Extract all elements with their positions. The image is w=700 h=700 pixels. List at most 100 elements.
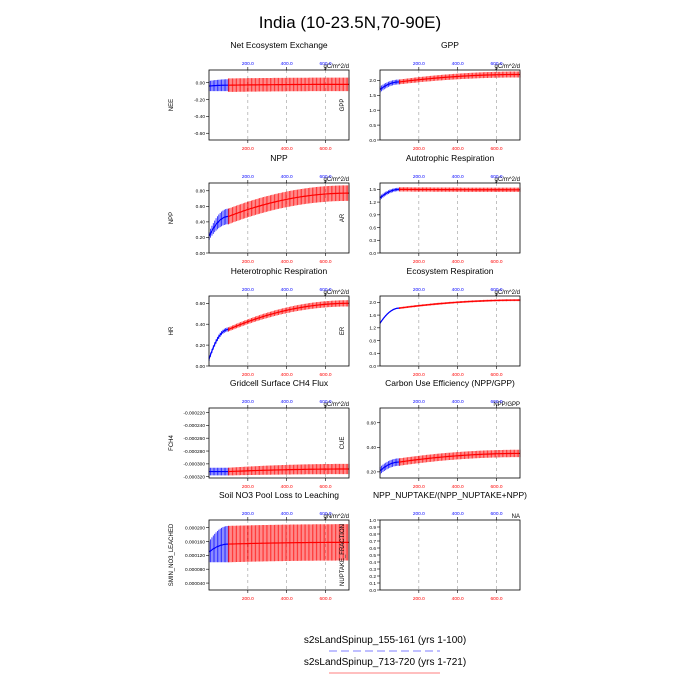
panel-3: NPP gC/m^2/d NPP 0.80 0.60 0.40 0.20 0.00 200.0 2… bbox=[169, 153, 350, 265]
x-tick-label-bottom: 400.0 bbox=[281, 259, 293, 265]
panel-units: NA bbox=[512, 514, 520, 520]
y-tick-label: 0.5 bbox=[369, 553, 376, 559]
panel-8: Carbon Use Efficiency (NPP/GPP) NPP/GPP CU… bbox=[340, 378, 521, 490]
panel-7: Gridcell Surface CH4 Flux gC/m^2/d FCH4 -0.… bbox=[169, 378, 350, 490]
y-tick-label: 0.000120 bbox=[185, 553, 205, 559]
panel-title: Carbon Use Efficiency (NPP/GPP) bbox=[385, 378, 515, 388]
x-tick-label-bottom: 600.0 bbox=[490, 259, 502, 265]
y-tick-label: 0.000160 bbox=[185, 539, 205, 545]
y-tick-label: 0.0 bbox=[369, 364, 376, 370]
x-tick-label-bottom: 400.0 bbox=[281, 146, 293, 152]
y-tick-label: -0.000260 bbox=[183, 436, 205, 442]
x-tick-label-top: 200.0 bbox=[242, 511, 254, 517]
x-tick-label-bottom: 400.0 bbox=[281, 484, 293, 490]
y-tick-label: 0.9 bbox=[369, 213, 376, 219]
y-tick-label: 0.8 bbox=[369, 338, 376, 344]
y-tick-label: 0.0 bbox=[369, 588, 376, 594]
x-tick-label-bottom: 200.0 bbox=[413, 372, 425, 378]
y-axis-label: GPP bbox=[340, 99, 346, 112]
y-tick-label: 0.60 bbox=[196, 204, 206, 210]
panel-title: Autotrophic Respiration bbox=[406, 153, 495, 163]
panel-title: NPP bbox=[270, 153, 288, 163]
y-tick-label: 0.0 bbox=[369, 251, 376, 257]
y-tick-label: 0.7 bbox=[369, 539, 376, 545]
plot-frame bbox=[208, 69, 350, 141]
series-2-envelope bbox=[227, 185, 350, 225]
y-tick-label: 0.9 bbox=[369, 525, 376, 531]
x-tick-label-top: 400.0 bbox=[281, 511, 293, 517]
legend-label-case2: s2sLandSpinup_713-720 (yrs 1-721) bbox=[304, 657, 466, 668]
y-tick-label: -0.000220 bbox=[183, 410, 205, 416]
x-tick-label-top: 200.0 bbox=[413, 174, 425, 180]
x-tick-label-bottom: 600.0 bbox=[319, 372, 331, 378]
x-tick-label-top: 400.0 bbox=[281, 174, 293, 180]
y-axis-label: NEE bbox=[169, 99, 175, 111]
series-1-line bbox=[379, 461, 400, 472]
series-2-line bbox=[228, 468, 349, 473]
plot-frame bbox=[379, 295, 521, 367]
y-tick-label: 1.2 bbox=[369, 326, 376, 332]
series-2-line bbox=[399, 73, 520, 83]
y-tick-label: 0.5 bbox=[369, 123, 376, 129]
panel-2: GPP gC/m^2/d GPP 2.0 1.5 1.0 0.5 0.0 200.0 200.0 4… bbox=[340, 40, 521, 152]
x-tick-label-bottom: 400.0 bbox=[452, 146, 464, 152]
panel-units: gC/m^2/d bbox=[324, 64, 350, 70]
series-1-line bbox=[209, 84, 229, 87]
x-tick-label-top: 200.0 bbox=[242, 399, 254, 405]
x-tick-label-top: 200.0 bbox=[242, 174, 254, 180]
series-1-line bbox=[208, 543, 229, 553]
x-tick-label-bottom: 200.0 bbox=[413, 259, 425, 265]
x-tick-label-top: 600.0 bbox=[319, 61, 331, 67]
plot-frame bbox=[379, 519, 521, 591]
x-tick-label-top: 400.0 bbox=[281, 61, 293, 67]
x-tick-label-top: 600.0 bbox=[490, 399, 502, 405]
series-1-envelope bbox=[208, 327, 229, 361]
x-tick-label-top: 600.0 bbox=[319, 399, 331, 405]
y-tick-label: 0.000200 bbox=[185, 525, 205, 531]
x-tick-label-top: 200.0 bbox=[242, 61, 254, 67]
series-2-line bbox=[228, 302, 350, 330]
legend: s2sLandSpinup_155-161 (yrs 1-100) s2sLan… bbox=[304, 635, 466, 674]
x-tick-label-bottom: 200.0 bbox=[242, 259, 254, 265]
panel-units: NPP/GPP bbox=[493, 402, 520, 408]
x-tick-label-bottom: 600.0 bbox=[319, 146, 331, 152]
y-tick-label: 1.5 bbox=[369, 93, 376, 99]
y-tick-label: 0.20 bbox=[196, 343, 206, 349]
panel-title: Heterotrophic Respiration bbox=[231, 266, 328, 276]
panel-title: Ecosystem Respiration bbox=[407, 266, 494, 276]
x-tick-label-top: 200.0 bbox=[242, 287, 254, 293]
series-2-line bbox=[228, 83, 349, 86]
y-tick-label: 0.80 bbox=[196, 189, 206, 195]
x-tick-label-bottom: 600.0 bbox=[490, 484, 502, 490]
panel-units: gC/m^2/d bbox=[495, 290, 521, 296]
y-tick-label: -0.40 bbox=[194, 114, 205, 120]
series-2-line bbox=[228, 541, 349, 545]
y-tick-label: -0.000280 bbox=[183, 449, 205, 455]
series-1-line bbox=[379, 188, 400, 199]
x-tick-label-top: 200.0 bbox=[413, 287, 425, 293]
y-tick-label: 0.6 bbox=[369, 546, 376, 552]
series-2-line bbox=[399, 452, 520, 463]
y-tick-label: 0.6 bbox=[369, 225, 376, 231]
series-1-line bbox=[379, 81, 400, 90]
x-tick-label-bottom: 600.0 bbox=[490, 146, 502, 152]
plot-frame bbox=[379, 182, 521, 254]
panel-units: gC/m^2/d bbox=[495, 177, 521, 183]
x-tick-label-bottom: 600.0 bbox=[319, 484, 331, 490]
x-tick-label-bottom: 600.0 bbox=[319, 596, 331, 602]
y-tick-label: 0.3 bbox=[369, 567, 376, 573]
x-tick-label-bottom: 200.0 bbox=[413, 596, 425, 602]
series-2-envelope bbox=[398, 71, 521, 85]
y-tick-label: 0.0 bbox=[369, 138, 376, 144]
y-tick-label: 1.0 bbox=[369, 518, 376, 524]
x-tick-label-bottom: 200.0 bbox=[242, 372, 254, 378]
y-axis-label: ER bbox=[340, 326, 346, 335]
figure-title: India (10-23.5N,70-90E) bbox=[259, 13, 441, 32]
y-tick-label: 0.40 bbox=[196, 322, 206, 328]
x-tick-label-top: 400.0 bbox=[281, 399, 293, 405]
panel-9: Soil NO3 Pool Loss to Leaching gN/m^2/d SM… bbox=[169, 490, 350, 602]
plot-frame bbox=[379, 407, 521, 479]
y-tick-label: 0.40 bbox=[196, 220, 206, 226]
panel-title: Soil NO3 Pool Loss to Leaching bbox=[219, 490, 339, 500]
